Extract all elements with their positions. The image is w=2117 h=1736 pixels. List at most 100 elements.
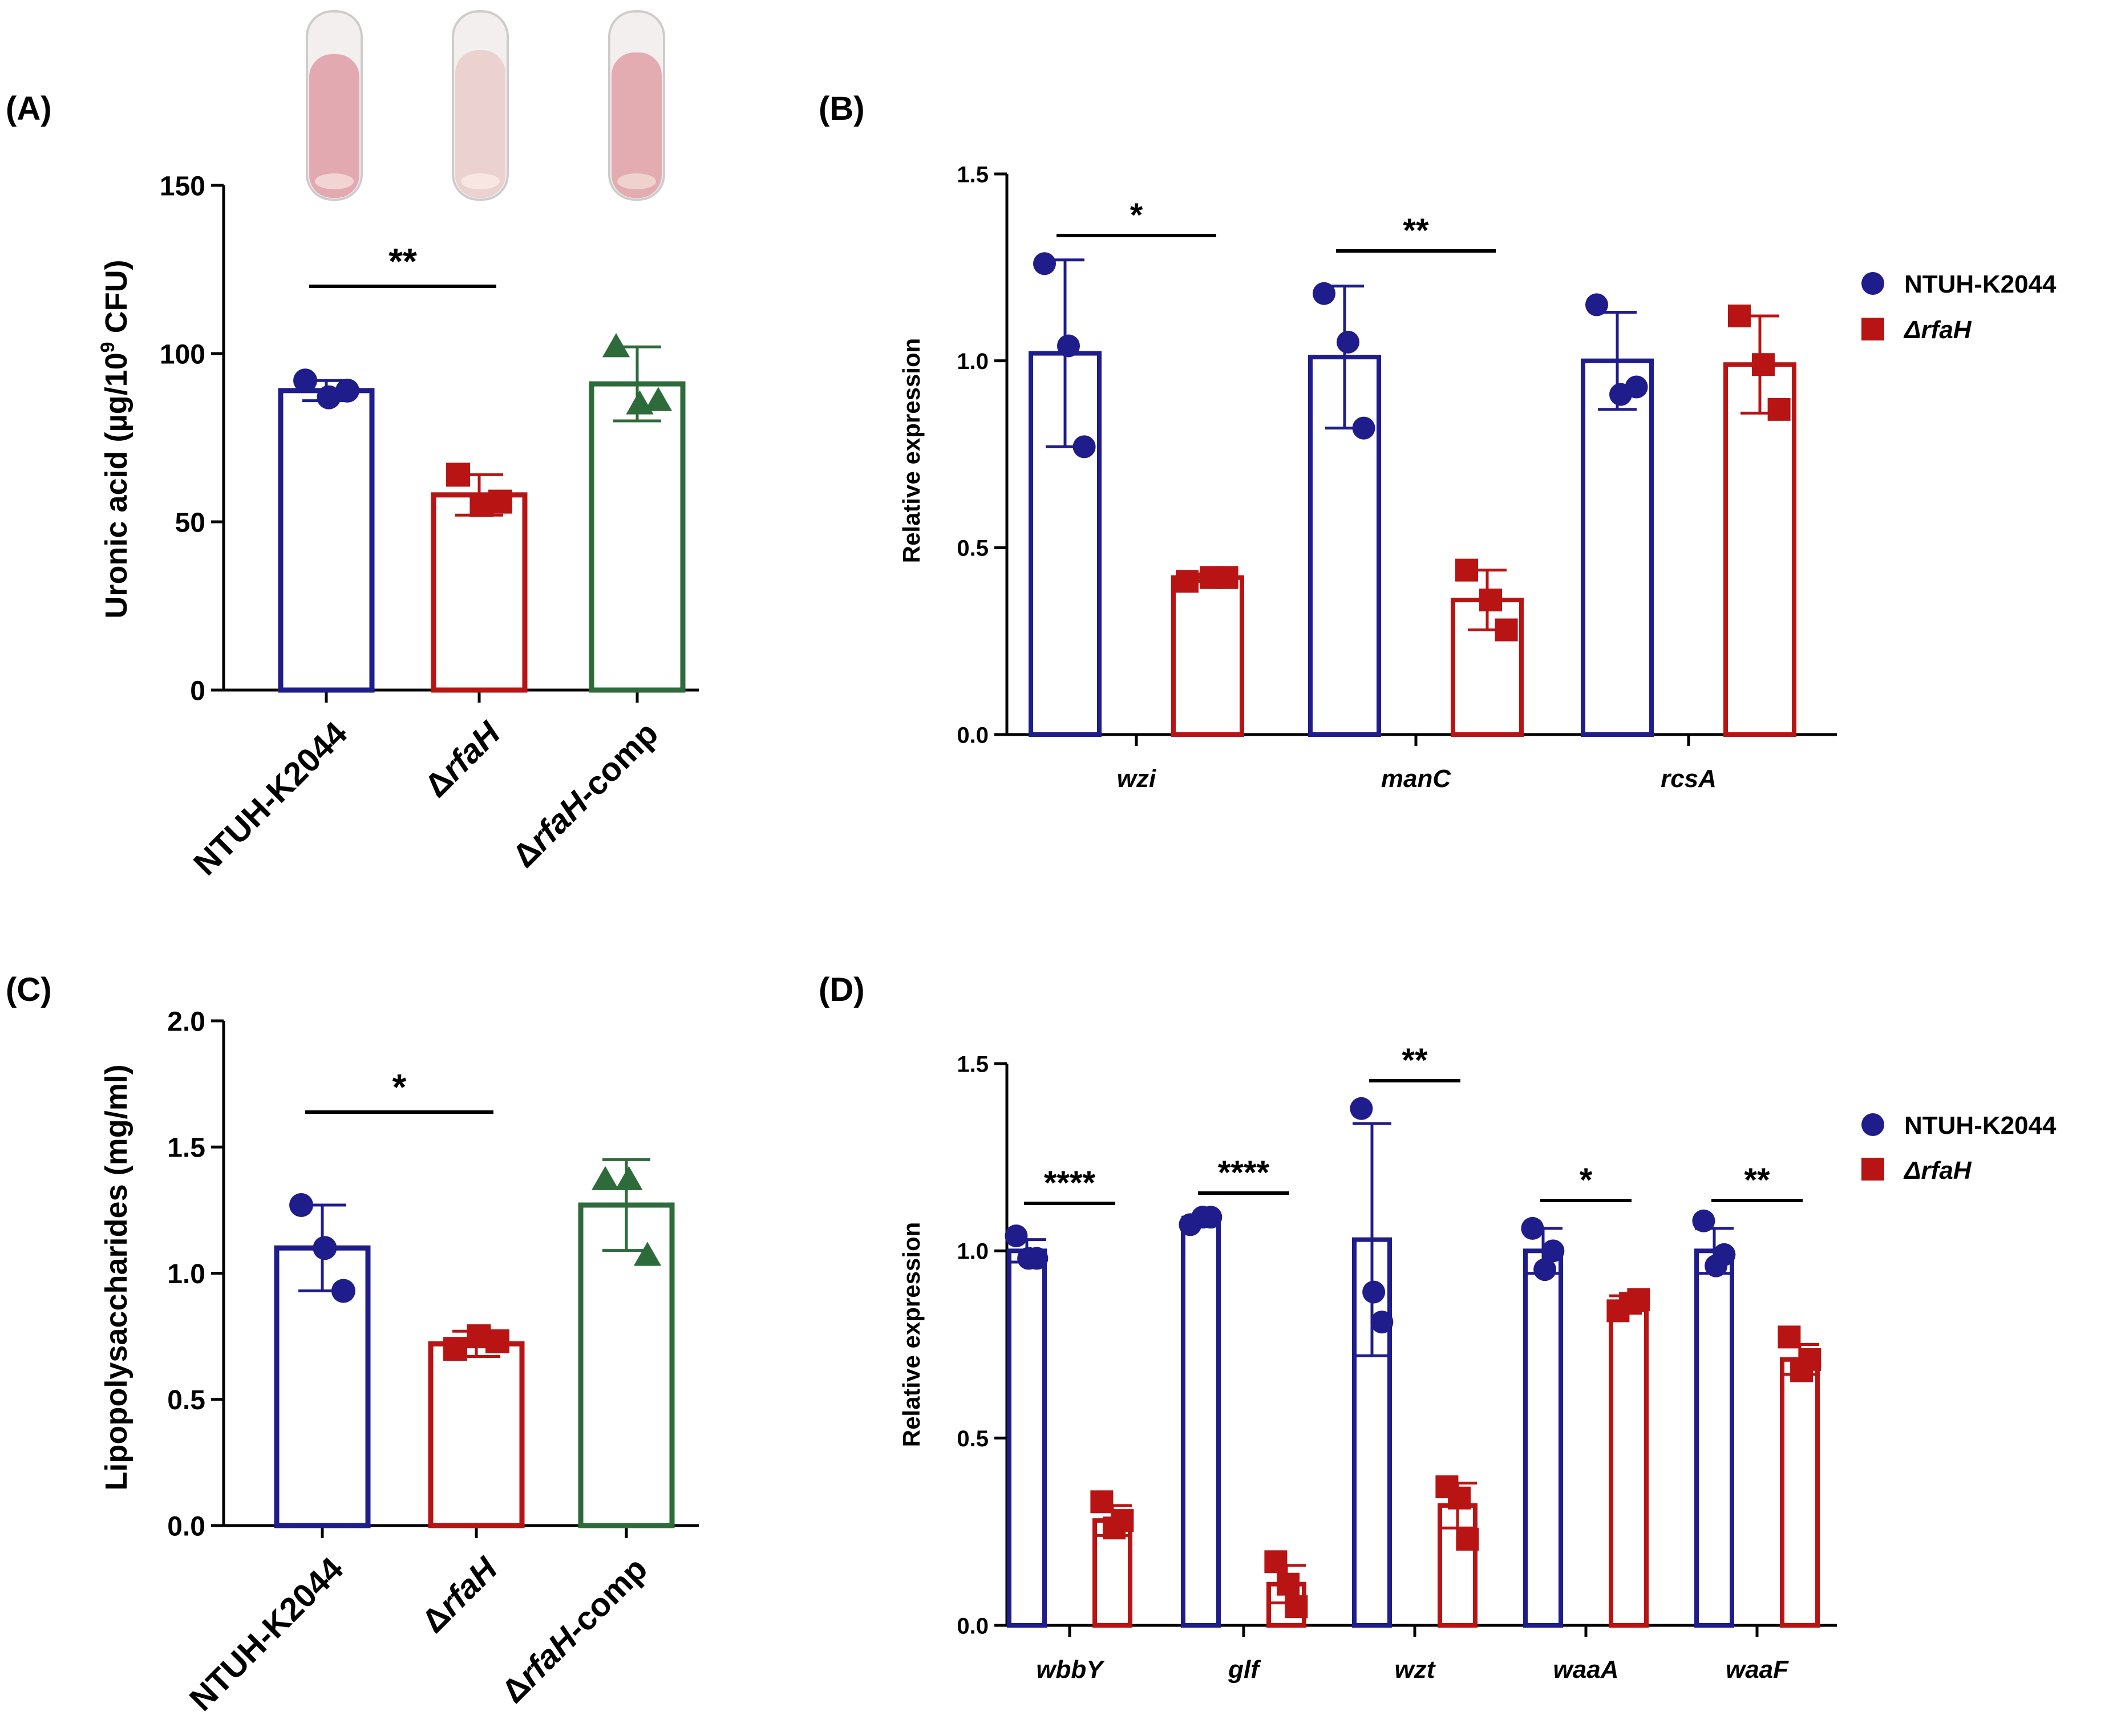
panel-c-significance: * <box>305 1066 493 1114</box>
panel-b-point <box>1585 293 1608 317</box>
panel-a-y-label: Uronic acid (µg/109 CFU) <box>97 259 133 618</box>
panel-c-y-tick-label: 0.5 <box>167 1385 205 1415</box>
panel-b-bar-mut-wzi <box>1171 575 1244 737</box>
panel-d-point <box>1025 1247 1049 1270</box>
panel-c-bar-1 <box>428 1341 525 1528</box>
panel-d-y-tick-label: 1.5 <box>957 1052 989 1077</box>
panel-c-y-tick-label: 0.0 <box>167 1511 205 1542</box>
panel-d-y-tick-label: 1.0 <box>957 1239 989 1264</box>
panel-d-bar-wt-glf <box>1181 1218 1221 1628</box>
panel-d-point <box>1090 1490 1114 1514</box>
panel-b-point <box>1728 305 1751 328</box>
panel-b-point <box>1352 416 1375 440</box>
panel-b-point <box>1752 353 1775 376</box>
panel-d-point <box>1362 1280 1386 1304</box>
panel-d-point <box>1005 1224 1028 1248</box>
panel-d-y-axis: 0.0 0.5 1.0 1.5 <box>957 1052 1837 1638</box>
panel-b-point <box>1313 282 1335 305</box>
panel-b-x-label: wzi <box>1117 765 1156 793</box>
panel-b: (B) 0.00.51.01.5 * ** wzi manC rcsA Relativ… <box>819 90 2057 793</box>
panel-d-point <box>1778 1325 1801 1349</box>
panel-b-point <box>1455 558 1478 582</box>
panel-d-x-label: waaA <box>1553 1656 1619 1684</box>
panel-c-label: (C) <box>6 971 52 1008</box>
panel-b-point <box>1767 398 1791 421</box>
panel-d-y-tick-label: 0.0 <box>957 1613 989 1638</box>
panel-d-bar-wt-waaA <box>1523 1248 1563 1628</box>
panel-a-x-label: NTUH-K2044 <box>187 715 354 882</box>
panel-d-point <box>1541 1239 1565 1263</box>
panel-d-point <box>1277 1572 1300 1596</box>
panel-b-point <box>1072 435 1096 459</box>
panel-d: (D) 0.00.51.01.5 **** ******* ** wbbY glf wz… <box>819 971 2057 1684</box>
panel-d-x-label: wzt <box>1395 1656 1436 1684</box>
panel-c-y-label: Lipopolysaccharides (mg/ml) <box>99 1064 133 1490</box>
panel-b-point <box>1215 566 1238 589</box>
panel-b-point <box>1625 375 1648 399</box>
panel-d-x-label: waaF <box>1726 1656 1789 1684</box>
panel-d-legend: NTUH-K2044 ΔrfaH <box>1861 1112 2057 1185</box>
panel-d-point <box>1798 1348 1821 1371</box>
tube-photo-3 <box>593 9 680 210</box>
panel-c-point <box>289 1193 314 1218</box>
panel-d-significance: **** ******* ** <box>1024 1042 1803 1205</box>
panel-b-x-label: manC <box>1381 765 1451 793</box>
panel-c-x-label: NTUH-K2044 <box>183 1550 350 1718</box>
panel-d-point <box>1448 1486 1471 1510</box>
panel-d-bars <box>1005 1097 1821 1628</box>
panel-d-point <box>1713 1243 1736 1266</box>
panel-d-point <box>1456 1527 1479 1551</box>
panel-d-bar-mut-waaA <box>1609 1301 1649 1628</box>
panel-d-point <box>1285 1595 1308 1619</box>
panel-c: (C) 0.0 0.5 1.0 1.5 2.0 * NTUH-K2044 ΔrfaHΔrf… <box>6 971 699 1718</box>
panel-d-sig-label: ** <box>1402 1042 1428 1079</box>
panel-a-point <box>293 368 318 393</box>
panel-b-bars <box>1029 252 1796 737</box>
panel-c-point <box>331 1279 355 1303</box>
panel-a-point <box>446 463 471 487</box>
tube-photo-1 <box>291 9 378 210</box>
panel-d-sig-label: * <box>1580 1162 1593 1199</box>
panel-c-bars <box>274 1158 675 1528</box>
panel-b-point <box>1033 252 1056 275</box>
panel-b-sig-label: * <box>1130 197 1143 234</box>
panel-b-y-tick-label: 0.0 <box>957 723 989 748</box>
panel-a-x-label: ΔrfaH-comp <box>505 715 666 875</box>
panel-a-point <box>644 387 673 411</box>
panel-d-point <box>1521 1216 1544 1240</box>
panel-c-bar-2 <box>578 1202 675 1528</box>
panel-a-point <box>488 489 512 514</box>
panel-c-sig-label: * <box>392 1066 407 1108</box>
panel-d-bar-wt-waaF <box>1694 1248 1734 1628</box>
panel-c-point <box>485 1329 509 1353</box>
panel-a-bars <box>278 333 686 693</box>
panel-c-y-tick-label: 1.5 <box>167 1133 205 1163</box>
panel-d-point <box>1264 1550 1288 1573</box>
panel-c-point <box>443 1337 468 1361</box>
panel-a-y-axis: 0 50 100 150 <box>160 171 699 706</box>
panel-d-bar-wt-wbbY <box>1007 1248 1047 1628</box>
panel-b-y-tick-label: 1.5 <box>957 162 989 187</box>
panel-a-bar-2 <box>589 381 686 693</box>
panel-c-point <box>591 1166 620 1190</box>
panel-d-bar-mut-waaF <box>1780 1357 1820 1628</box>
panel-c-point <box>615 1166 643 1190</box>
panel-a-sig-label: ** <box>388 241 417 282</box>
panel-b-significance: * ** <box>1057 197 1496 253</box>
legend-wt-marker <box>1861 1113 1884 1136</box>
panel-d-point <box>1370 1311 1394 1334</box>
panel-a-significance: ** <box>309 241 496 288</box>
panel-b-sig-label: ** <box>1403 212 1429 249</box>
panel-d-x-label: glf <box>1228 1656 1261 1684</box>
panel-d-point <box>1533 1258 1557 1281</box>
panel-a-y-tick-label: 150 <box>160 171 205 201</box>
legend-wt-marker <box>1861 272 1884 295</box>
panel-a-label: (A) <box>6 90 52 127</box>
tube-photo-inset <box>291 9 680 210</box>
panel-a-y-tick-label: 50 <box>175 508 205 538</box>
panel-d-point <box>1199 1206 1223 1229</box>
panel-b-point <box>1176 570 1199 593</box>
panel-d-point <box>1627 1288 1650 1311</box>
panel-d-x-labels: wbbY glf wzt waaA waaF <box>1036 1656 1789 1684</box>
